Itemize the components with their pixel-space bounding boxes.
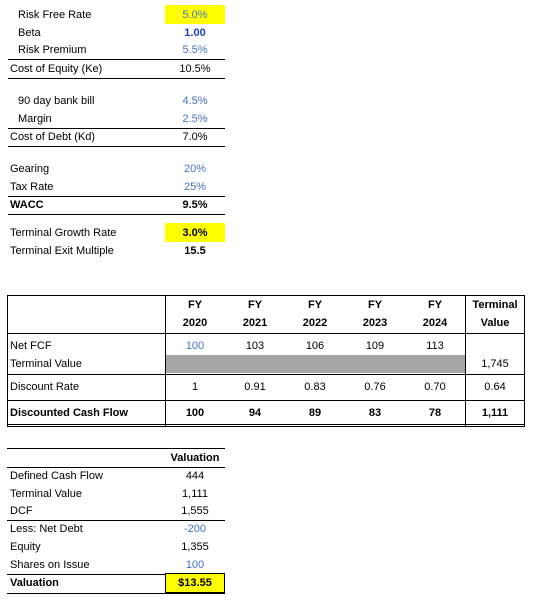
- rule: [7, 295, 8, 427]
- column-header: FY: [367, 299, 383, 311]
- column-header: 2024: [422, 317, 448, 329]
- input-label: WACC: [10, 199, 44, 211]
- rule: [7, 426, 524, 427]
- cell-value: 1: [191, 381, 199, 393]
- input-label: Margin: [18, 113, 52, 125]
- column-header: 2021: [242, 317, 268, 329]
- cell-fill: [165, 223, 225, 242]
- input-label: Terminal Exit Multiple: [10, 245, 114, 257]
- row-label: Less: Net Debt: [10, 523, 83, 535]
- cell-value: 94: [248, 407, 262, 419]
- column-header: Terminal: [472, 299, 518, 311]
- rule: [8, 59, 225, 60]
- input-label: Risk Free Rate: [18, 9, 92, 21]
- rule: [7, 295, 524, 296]
- input-value: 9.5%: [182, 199, 208, 211]
- row-label: Equity: [10, 541, 41, 553]
- input-value: 5.0%: [182, 9, 208, 21]
- rule: [7, 593, 225, 594]
- cell-fill: [165, 355, 465, 373]
- cell-value: 444: [185, 470, 205, 482]
- cell-fill: [165, 5, 225, 24]
- column-header: 2023: [362, 317, 388, 329]
- cell-value: 100: [185, 559, 205, 571]
- input-value: 15.5: [184, 245, 206, 257]
- column-header: FY: [307, 299, 323, 311]
- column-header: Valuation: [170, 452, 220, 464]
- rule: [7, 448, 225, 449]
- input-value: 5.5%: [182, 44, 208, 56]
- cell-value: 0.76: [364, 381, 386, 393]
- input-label: Terminal Growth Rate: [10, 227, 117, 239]
- cell-value: 1,111: [481, 407, 509, 419]
- cell-value: 0.83: [304, 381, 326, 393]
- rule: [7, 574, 225, 575]
- rule: [7, 374, 524, 375]
- column-header: 2022: [302, 317, 328, 329]
- cell-fill: [165, 573, 225, 593]
- rule: [7, 520, 225, 521]
- rule: [7, 424, 524, 425]
- row-label: Net FCF: [10, 340, 52, 352]
- column-header: FY: [427, 299, 443, 311]
- rule: [7, 333, 524, 334]
- cell-value: 100: [185, 407, 205, 419]
- rule: [7, 400, 524, 401]
- input-label: Risk Premium: [18, 44, 87, 56]
- input-value: 7.0%: [182, 131, 208, 143]
- cell-value: 83: [368, 407, 382, 419]
- rule: [524, 295, 525, 427]
- row-label: Discounted Cash Flow: [10, 407, 128, 419]
- row-label: Terminal Value: [10, 358, 82, 370]
- row-label: Defined Cash Flow: [10, 470, 103, 482]
- cell-value: 1,555: [181, 505, 209, 517]
- input-label: 90 day bank bill: [18, 95, 95, 107]
- cell-value: 78: [428, 407, 442, 419]
- rule: [8, 196, 225, 197]
- column-header: FY: [247, 299, 263, 311]
- rule: [8, 214, 225, 215]
- cell-value: 100: [185, 340, 205, 352]
- cell-value: 1,745: [481, 358, 509, 370]
- rule: [165, 295, 166, 427]
- cell-value: 0.70: [424, 381, 446, 393]
- input-value: 10.5%: [179, 63, 211, 75]
- row-label: Valuation: [10, 577, 59, 589]
- input-value: 3.0%: [182, 227, 208, 239]
- rule: [8, 78, 225, 79]
- rule: [8, 146, 225, 147]
- cell-value: 106: [305, 340, 325, 352]
- cell-value: 0.91: [244, 381, 266, 393]
- column-header: FY: [187, 299, 203, 311]
- cell-value: 0.64: [484, 381, 506, 393]
- cell-value: 113: [426, 340, 444, 352]
- row-label: Shares on Issue: [10, 559, 90, 571]
- input-value: 2.5%: [182, 113, 208, 125]
- cell-value: 109: [365, 340, 385, 352]
- rule: [8, 128, 225, 129]
- column-header: 2020: [182, 317, 208, 329]
- row-label: DCF: [10, 505, 33, 517]
- rule: [7, 467, 225, 468]
- cell-value: $13.55: [178, 577, 212, 589]
- rule: [465, 295, 466, 427]
- column-header: Value: [480, 317, 510, 329]
- input-value: 4.5%: [182, 95, 208, 107]
- cell-value: 89: [308, 407, 322, 419]
- input-value: 25%: [183, 181, 207, 193]
- cell-value: 103: [245, 340, 265, 352]
- cell-value: 1,111: [182, 488, 208, 500]
- cell-value: 1,355: [181, 541, 209, 553]
- input-label: Gearing: [10, 163, 50, 175]
- input-label: Tax Rate: [10, 181, 54, 193]
- row-label: Discount Rate: [10, 381, 80, 393]
- input-label: Cost of Debt (Kd): [10, 131, 95, 143]
- input-value: 20%: [183, 163, 207, 175]
- cell-value: -200: [183, 523, 207, 535]
- input-label: Cost of Equity (Ke): [10, 63, 103, 75]
- input-value: 1.00: [184, 27, 206, 39]
- input-label: Beta: [18, 27, 41, 39]
- row-label: Terminal Value: [10, 488, 82, 500]
